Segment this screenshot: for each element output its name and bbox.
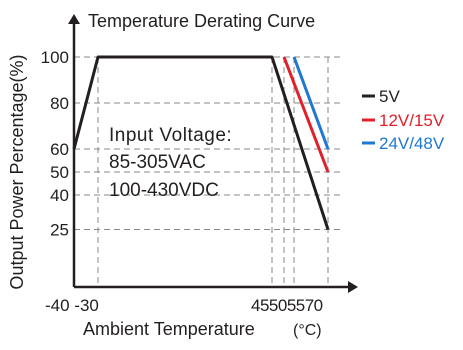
annotation-line-1: Input Voltage: <box>109 125 232 146</box>
y-axis-arrow-icon <box>68 14 80 24</box>
y-tick-label: 80 <box>50 94 69 113</box>
legend: 5V 12V/15V 24V/48V <box>362 87 445 153</box>
annotation-line-3: 100-430VDC <box>109 180 219 201</box>
tick-labels: 25 40 50 60 80 100 -40 -30 45505570 <box>41 48 324 315</box>
legend-label: 5V <box>379 87 400 106</box>
x-axis-label: Ambient Temperature <box>83 319 255 339</box>
y-tick-label: 40 <box>50 186 69 205</box>
x-tick-labels-right: 45505570 <box>251 296 323 315</box>
y-tick-label: 60 <box>50 140 69 159</box>
series-line-12v-15v <box>282 56 330 173</box>
chart-title: Temperature Derating Curve <box>88 11 315 31</box>
series-line-24v-48v <box>292 56 330 150</box>
series-line-5v <box>72 55 330 230</box>
x-tick-labels-left: -40 -30 <box>45 296 99 315</box>
series-lines <box>72 55 330 230</box>
x-axis-arrow-icon <box>348 281 358 293</box>
legend-label: 24V/48V <box>379 134 445 153</box>
x-axis-unit: (°C) <box>293 322 322 339</box>
legend-label: 12V/15V <box>379 111 445 130</box>
y-tick-label: 50 <box>50 163 69 182</box>
y-tick-label: 25 <box>50 221 69 240</box>
y-tick-label: 100 <box>41 48 69 67</box>
annotation-line-2: 85-305VAC <box>109 152 206 173</box>
axes <box>68 14 358 293</box>
y-axis-label: Output Power Percentage(%) <box>7 54 27 289</box>
